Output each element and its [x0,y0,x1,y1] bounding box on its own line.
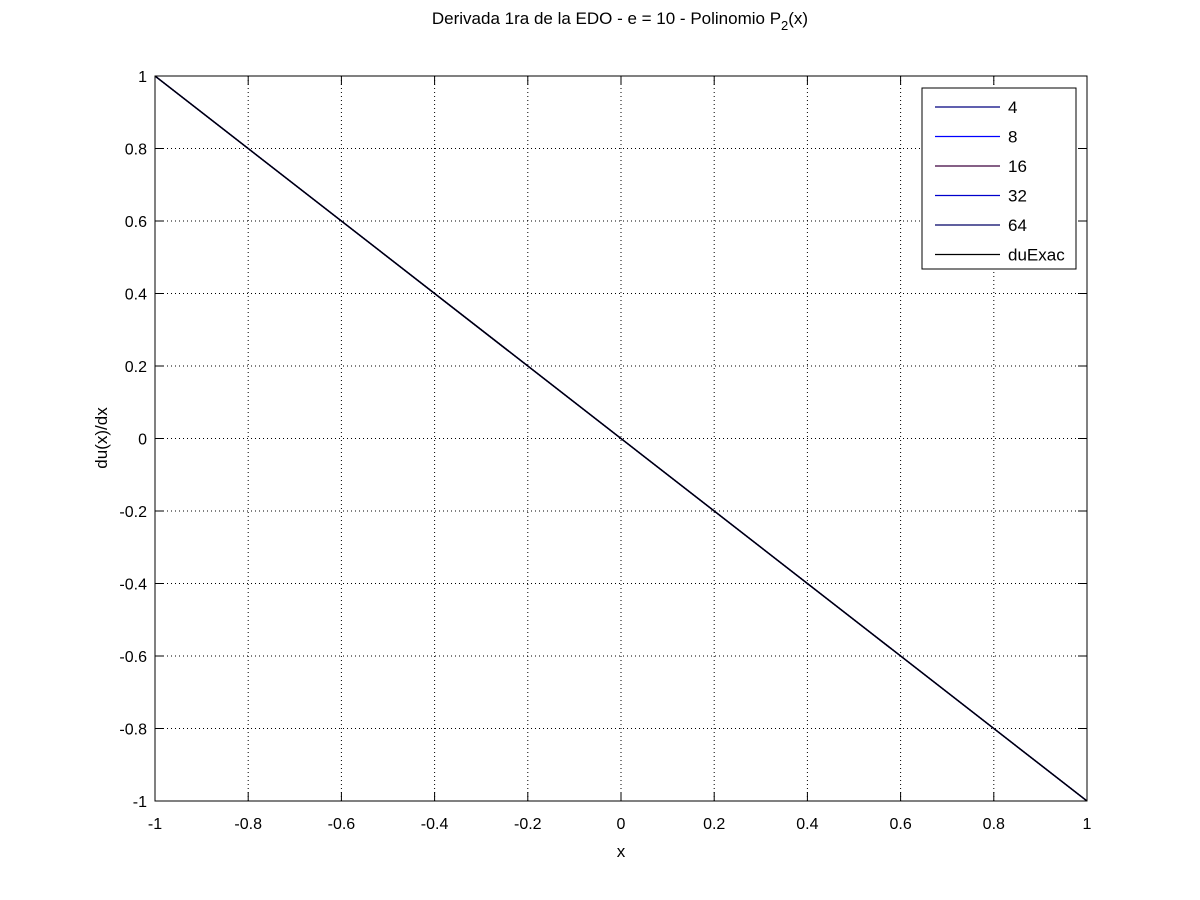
legend-label-16: 16 [1008,157,1027,176]
y-tick-label: -0.2 [119,504,147,521]
y-tick-label: -0.8 [119,722,147,739]
x-tick-label: 0 [617,816,626,833]
x-tick-label: 1 [1083,816,1092,833]
y-tick-label: 0.2 [125,359,147,376]
y-tick-label: 0.4 [125,287,147,304]
axis-ticks [154,75,1088,802]
y-axis-label: du(x)/dx [92,407,111,469]
x-tick-label: -1 [148,816,162,833]
x-tick-label: 0.4 [796,816,818,833]
y-tick-label: 0.6 [125,214,147,231]
chart-title-suffix: (x) [788,9,808,28]
x-tick-label: -0.8 [234,816,262,833]
x-tick-label: -0.4 [421,816,449,833]
y-tick-label: 0 [138,432,147,449]
legend-box [921,87,1077,270]
chart-title-subscript: 2 [781,18,788,33]
x-tick-label: 0.6 [889,816,911,833]
y-tick-label: -0.6 [119,649,147,666]
chart-title: Derivada 1ra de la EDO - e = 10 - Polino… [432,9,808,33]
data-series [154,75,1088,802]
legend-label-duExac: duExac [1008,246,1065,265]
legend-label-8: 8 [1008,128,1017,147]
chart-title-main: Derivada 1ra de la EDO - e = 10 - Polino… [432,9,781,28]
legend-label-4: 4 [1008,98,1017,117]
y-tick-label: -0.4 [119,577,147,594]
y-tick-labels: -1 -0.8 -0.6 -0.4 -0.2 0 0.2 0.4 0.6 0.8 1 [119,69,147,811]
x-tick-label: 0.2 [703,816,725,833]
legend-label-64: 64 [1008,216,1027,235]
x-axis-label: x [617,842,626,861]
x-tick-label: 0.8 [983,816,1005,833]
y-tick-label: 0.8 [125,142,147,159]
legend-label-32: 32 [1008,187,1027,206]
x-tick-labels: -1 -0.8 -0.6 -0.4 -0.2 0 0.2 0.4 0.6 0.8 1 [148,816,1092,833]
y-tick-label: 1 [138,69,147,86]
x-tick-label: -0.6 [328,816,356,833]
legend: 4 8 16 32 64 duExac [921,87,1077,270]
series-line-duExac [154,75,1088,802]
legend-items: 4 8 16 32 64 duExac [935,98,1065,265]
y-tick-label: -1 [133,794,147,811]
x-tick-label: -0.2 [514,816,542,833]
